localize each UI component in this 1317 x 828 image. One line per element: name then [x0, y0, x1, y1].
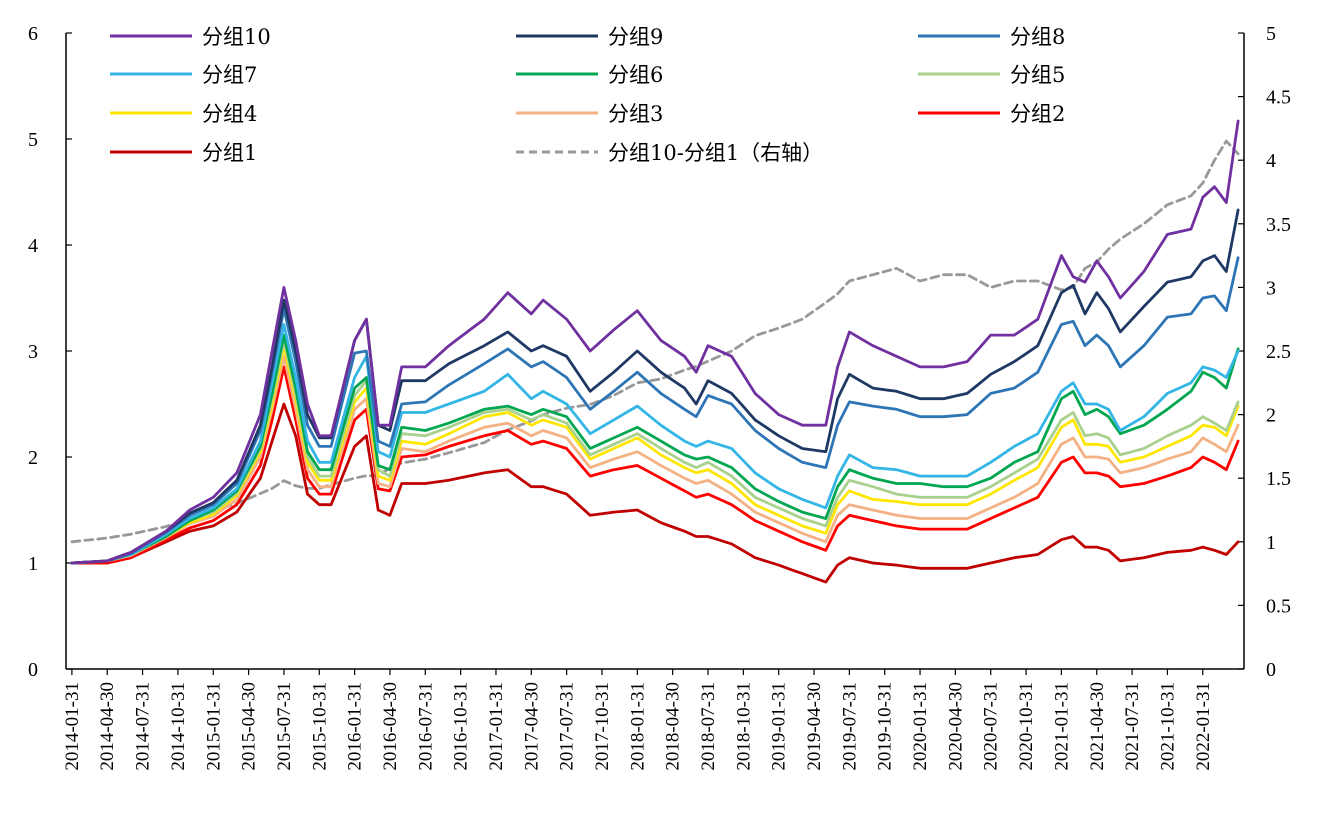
x-tick-label: 2022-01-31 [1193, 682, 1214, 771]
x-tick-label: 2018-10-31 [733, 682, 754, 771]
x-tick-label: 2020-01-31 [910, 682, 931, 771]
legend-label: 分组10 [202, 25, 271, 49]
x-tick-label: 2014-04-30 [97, 682, 118, 771]
y-tick-label: 5 [28, 129, 38, 151]
y2-tick-label: 2.5 [1266, 341, 1291, 363]
series-lines [70, 119, 1240, 584]
legend-label: 分组10-分组1（右轴） [608, 141, 823, 165]
y2-tick-label: 2 [1266, 405, 1276, 427]
legend-label: 分组2 [1010, 102, 1065, 126]
series-line-5 [70, 333, 1240, 565]
legend: 分组10 分组9 分组8 分组7 分组6 分组5 分组4 分组3 分组2 分组1 分组10-分组1（… [110, 25, 1065, 165]
x-tick-label: 2015-10-31 [309, 682, 330, 771]
x-tick-label: 2018-04-30 [663, 682, 684, 771]
x-tick-label: 2019-07-31 [839, 682, 860, 771]
legend-label: 分组7 [202, 63, 257, 87]
y2-tick-label: 3.5 [1266, 214, 1291, 236]
x-tick-label: 2021-10-31 [1157, 682, 1178, 771]
x-tick-label: 2017-07-31 [557, 682, 578, 771]
series-line-2 [70, 208, 1240, 565]
x-tick-label: 2014-10-31 [168, 682, 189, 771]
x-tick-label: 2017-10-31 [592, 682, 613, 771]
legend-label: 分组5 [1010, 63, 1065, 87]
x-tick-label: 2016-04-30 [380, 682, 401, 771]
y-tick-label: 4 [28, 235, 38, 257]
x-tick-label: 2014-07-31 [133, 682, 154, 771]
x-tick-label: 2021-07-31 [1122, 682, 1143, 771]
series-line-1 [70, 119, 1240, 565]
x-tick-label: 2015-07-31 [274, 682, 295, 771]
y-tick-label: 1 [28, 553, 38, 575]
y2-tick-label: 0 [1266, 659, 1276, 681]
x-tick-label: 2020-04-30 [945, 682, 966, 771]
x-tick-label: 2018-01-31 [627, 682, 648, 771]
x-tick-label: 2016-07-31 [415, 682, 436, 771]
y2-tick-label: 3 [1266, 277, 1276, 299]
x-tick-label: 2015-01-31 [203, 682, 224, 771]
series-line-9 [70, 365, 1240, 565]
x-tick-label: 2020-07-31 [981, 682, 1002, 771]
legend-label: 分组9 [608, 25, 663, 49]
series-line-10 [70, 402, 1240, 584]
y-tick-label: 6 [28, 23, 38, 45]
y2-tick-label: 0.5 [1266, 595, 1291, 617]
y2-tick-label: 1 [1266, 532, 1276, 554]
y-tick-label: 3 [28, 341, 38, 363]
x-tick-label: 2019-04-30 [804, 682, 825, 771]
x-tick-label: 2021-04-30 [1087, 682, 1108, 771]
x-tick-label: 2014-01-31 [62, 682, 83, 771]
x-tick-label: 2016-01-31 [345, 682, 366, 771]
legend-label: 分组8 [1010, 25, 1065, 49]
x-tick-label: 2017-01-31 [486, 682, 507, 771]
y2-tick-label: 1.5 [1266, 468, 1291, 490]
legend-label: 分组4 [202, 102, 257, 126]
y-tick-label: 2 [28, 447, 38, 469]
axes: 0 1 2 3 4 5 6 0 0.5 1 1.5 2 2.5 3 3.5 4 4.5 5 2014-01-31 20… [28, 23, 1291, 771]
y2-tick-label: 4.5 [1266, 87, 1291, 109]
x-tick-label: 2017-04-30 [521, 682, 542, 771]
x-tick-label: 2016-10-31 [451, 682, 472, 771]
legend-label: 分组1 [202, 141, 257, 165]
x-tick-label: 2018-07-31 [698, 682, 719, 771]
y2-tick-label: 5 [1266, 23, 1276, 45]
y-tick-label: 0 [28, 659, 38, 681]
x-tick-label: 2019-01-31 [769, 682, 790, 771]
legend-label: 分组3 [608, 102, 663, 126]
legend-label: 分组6 [608, 63, 663, 87]
series-line-11 [70, 139, 1240, 544]
y2-tick-label: 4 [1266, 150, 1276, 172]
series-line-4 [70, 323, 1240, 565]
x-tick-label: 2020-10-31 [1016, 682, 1037, 771]
x-tick-label: 2015-04-30 [239, 682, 260, 771]
x-tick-label: 2019-10-31 [875, 682, 896, 771]
series-line-3 [70, 256, 1240, 565]
x-tick-label: 2021-01-31 [1051, 682, 1072, 771]
